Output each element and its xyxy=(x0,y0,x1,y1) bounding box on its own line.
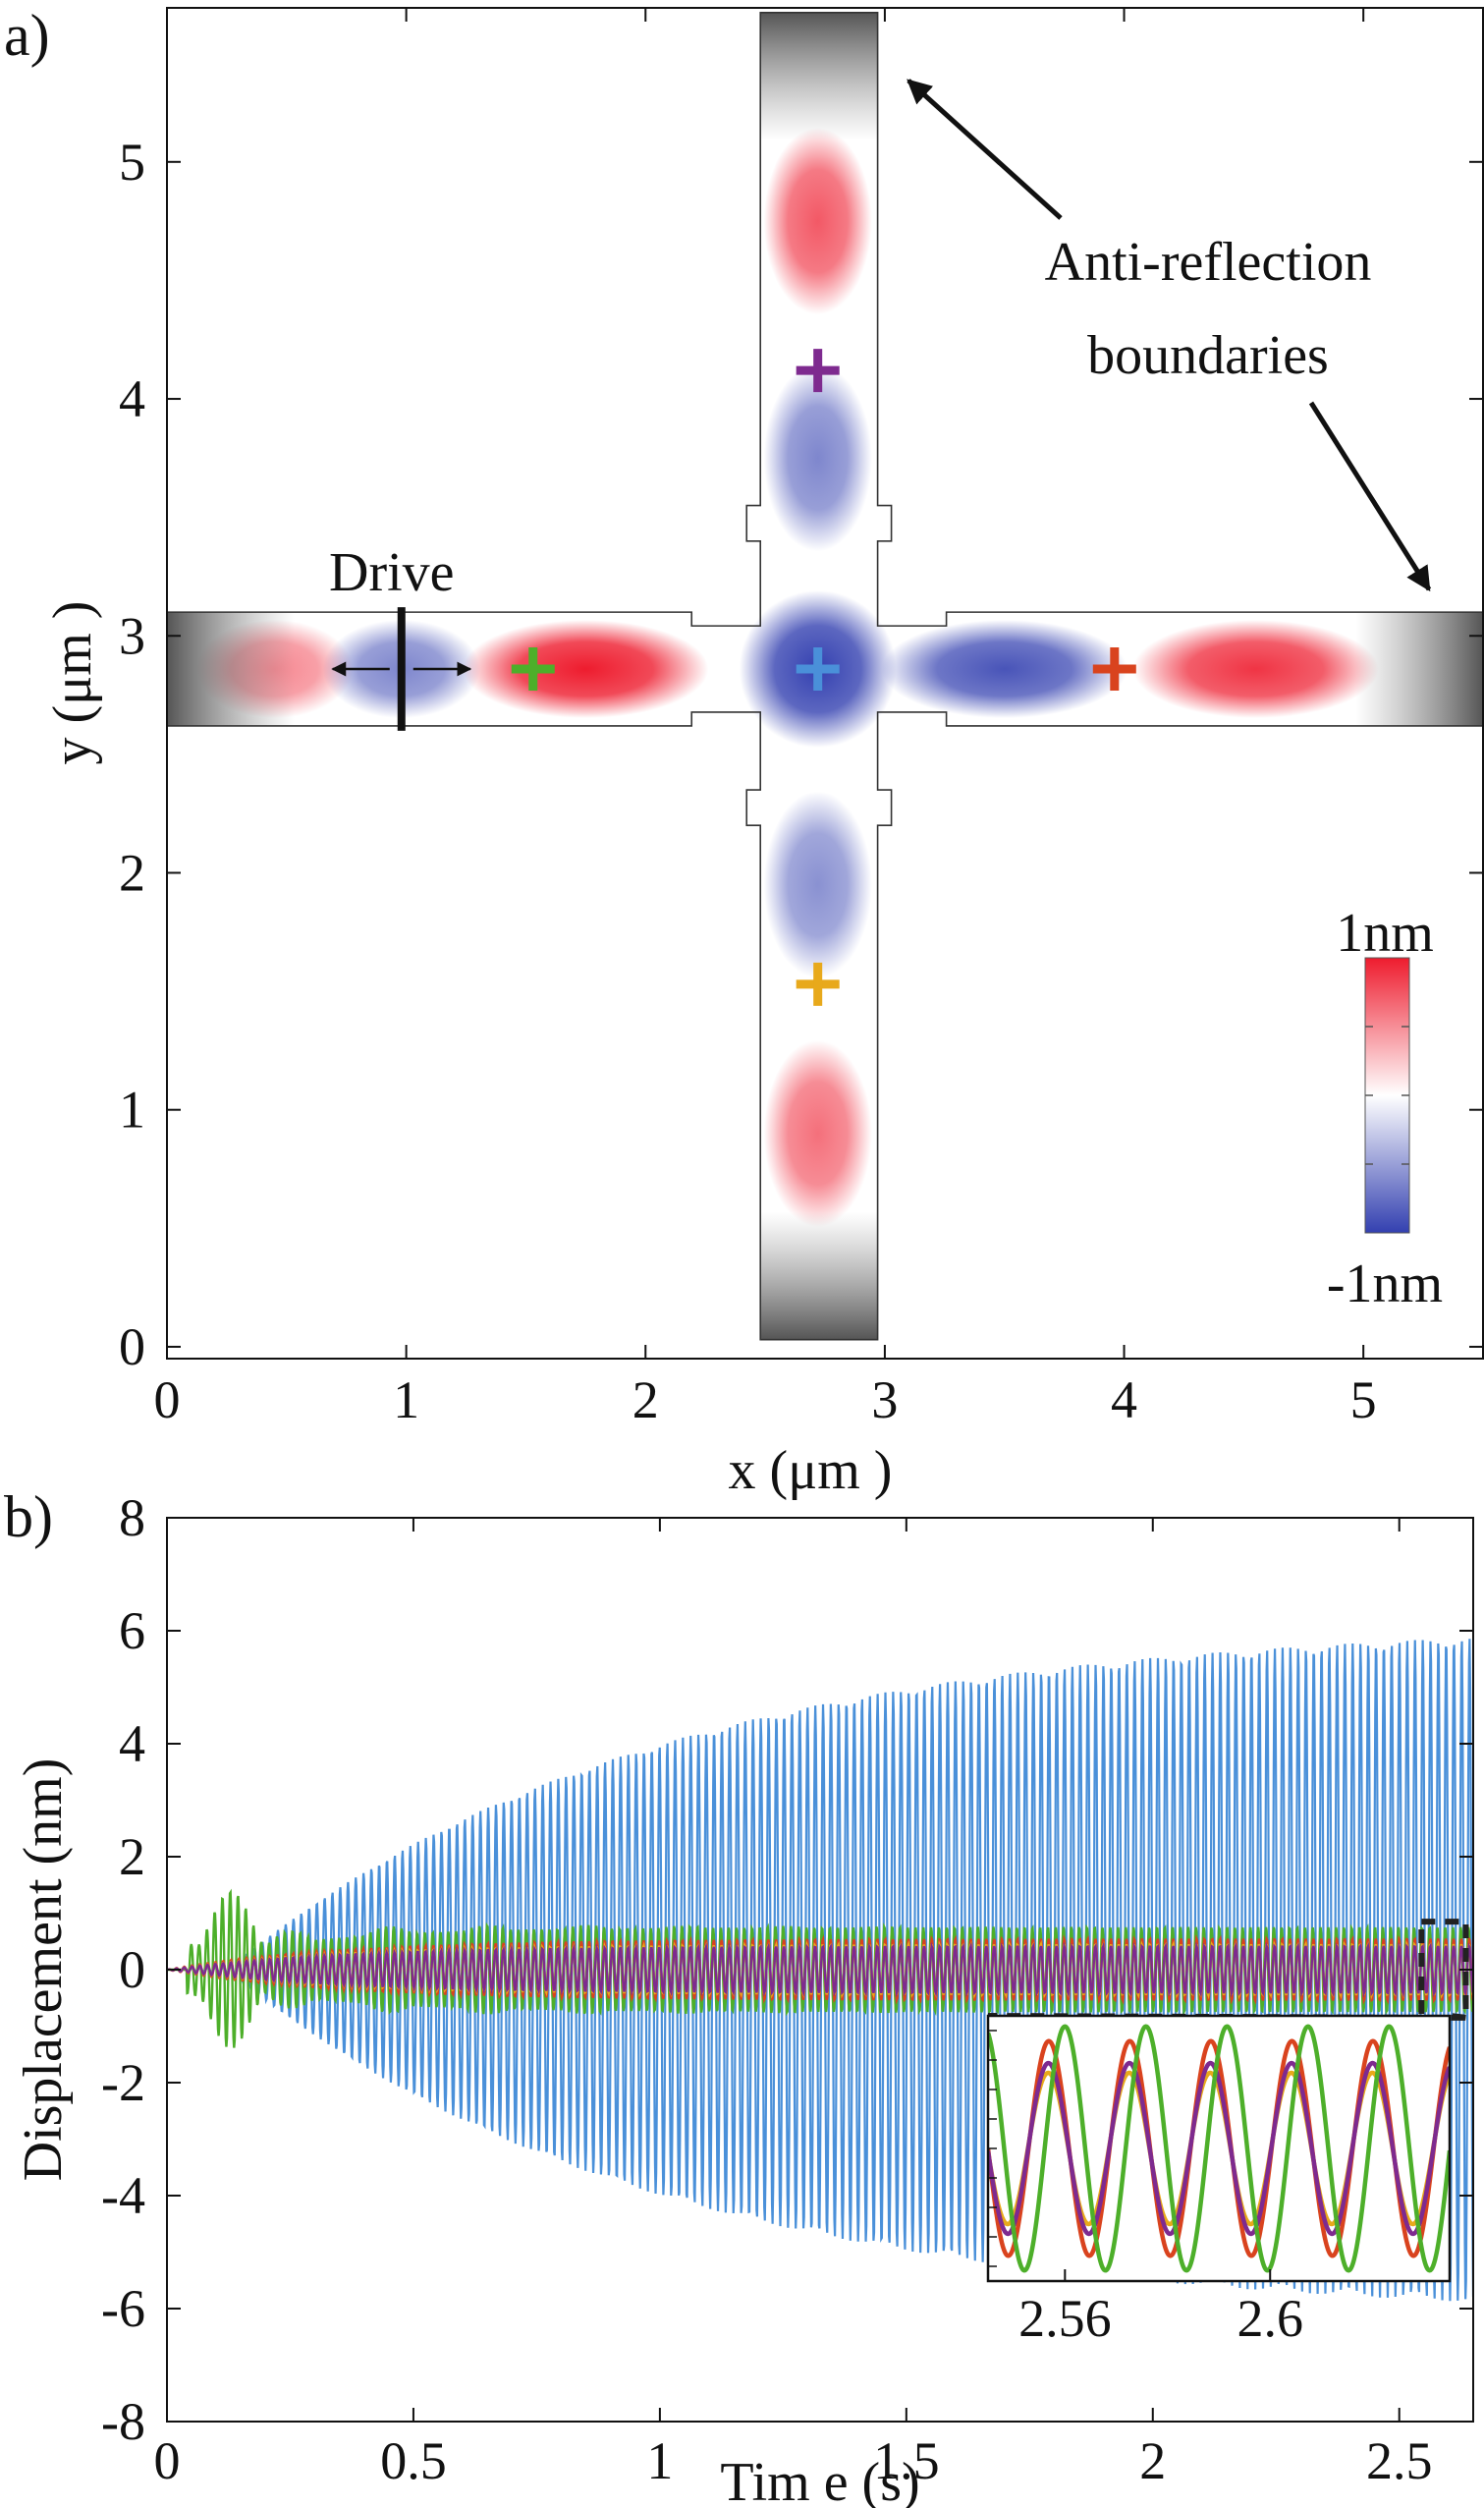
b-xtick-label-2: 1 xyxy=(646,2431,673,2490)
panel-b-ylabel: Displacement (nm) xyxy=(13,1758,74,2182)
colorbar-max-label: 1nm xyxy=(1336,903,1434,964)
annotation-arrow-top xyxy=(907,79,1063,220)
panel-a-letter: a) xyxy=(4,3,50,68)
a-ytick-label-4: 4 xyxy=(119,369,145,428)
panel-b-ticks: 0 0.5 1 1.5 2 2.5 -8 -6 -4 -2 0 2 4 6 8 xyxy=(101,1488,1473,2490)
b-xtick-label-0: 0 xyxy=(154,2431,181,2490)
inset-series-purple xyxy=(988,2060,1450,2237)
field-lobe-8 xyxy=(763,791,872,978)
b-ytick-label-1: -6 xyxy=(101,2279,145,2338)
field-lobe-6 xyxy=(763,128,872,315)
panel-a-ylabel: y (μm ) xyxy=(42,601,103,765)
panel-a-ticks: 0 1 2 3 4 5 0 1 2 3 4 5 xyxy=(119,8,1483,1429)
inset-xtick-label-0: 2.56 xyxy=(1018,2289,1112,2348)
probe-marker-2 xyxy=(1092,647,1136,692)
annotation-line-1: Anti-reflection xyxy=(1045,232,1372,293)
probe-markers xyxy=(511,349,1136,1006)
b-xtick-label-5: 2.5 xyxy=(1366,2431,1433,2490)
a-xtick-label-3: 3 xyxy=(871,1370,898,1429)
inset-series-green xyxy=(988,2024,1450,2273)
a-ytick-label-2: 2 xyxy=(119,843,145,902)
b-xtick-label-4: 2 xyxy=(1139,2431,1166,2490)
panel-a-frame xyxy=(166,7,1484,1360)
b-ytick-label-5: 2 xyxy=(119,1827,145,1886)
absorber-left xyxy=(167,612,295,726)
absorber-bottom xyxy=(760,1211,878,1340)
panel-b-letter: b) xyxy=(4,1484,53,1549)
field-map xyxy=(167,12,1483,1340)
absorber-top xyxy=(760,12,878,140)
field-lobe-7 xyxy=(763,364,872,552)
probe-marker-3 xyxy=(796,349,840,393)
absorber-right xyxy=(1355,612,1483,726)
b-ytick-label-8: 8 xyxy=(119,1488,145,1547)
a-ytick-label-1: 1 xyxy=(119,1081,145,1140)
colorbar-min-label: -1nm xyxy=(1327,1254,1443,1314)
b-ytick-label-0: -8 xyxy=(101,2392,145,2451)
b-ytick-label-6: 4 xyxy=(119,1714,145,1773)
annotation-line-2: boundaries xyxy=(1087,325,1329,386)
a-xtick-label-5: 5 xyxy=(1350,1370,1377,1429)
a-xtick-label-4: 4 xyxy=(1111,1370,1137,1429)
probe-marker-4 xyxy=(796,962,840,1006)
panel-b: 0 0.5 1 1.5 2 2.5 -8 -6 -4 -2 0 2 4 6 8 2.56 2.6 Tim e … xyxy=(13,1488,1474,2508)
drive-marker: Drive xyxy=(329,542,472,731)
field-lobe-2 xyxy=(463,620,709,719)
b-xtick-label-1: 0.5 xyxy=(380,2431,447,2490)
series-line-4 xyxy=(167,1941,1473,1998)
zoom-line-right xyxy=(1449,2013,1466,2021)
inset-plot: 2.56 2.6 xyxy=(986,2014,1452,2348)
a-ytick-label-5: 5 xyxy=(119,133,145,192)
a-ytick-label-0: 0 xyxy=(119,1317,145,1376)
inset-xtick-label-1: 2.6 xyxy=(1237,2289,1303,2348)
drive-label: Drive xyxy=(329,542,455,603)
colorbar: 1nm -1nm xyxy=(1327,903,1443,1314)
probe-marker-1 xyxy=(796,647,840,692)
b-xtick-label-3: 1.5 xyxy=(873,2431,940,2490)
panel-b-xlabel: Tim e (s) xyxy=(720,2452,919,2508)
a-xtick-label-2: 2 xyxy=(632,1370,659,1429)
a-xtick-label-0: 0 xyxy=(154,1370,181,1429)
probe-marker-0 xyxy=(511,647,555,692)
annotation-arrow-right xyxy=(1308,401,1432,592)
a-ytick-label-3: 3 xyxy=(119,606,145,665)
field-lobe-5 xyxy=(1132,620,1379,719)
field-lobe-4 xyxy=(881,620,1127,719)
field-lobe-9 xyxy=(763,1039,872,1227)
annotation: Anti-reflection boundaries xyxy=(907,79,1432,592)
panel-a-xlabel: x (μm ) xyxy=(729,1440,893,1501)
a-xtick-label-1: 1 xyxy=(393,1370,419,1429)
b-ytick-label-4: 0 xyxy=(119,1940,145,1999)
b-ytick-label-2: -4 xyxy=(101,2166,145,2225)
b-ytick-label-7: 6 xyxy=(119,1601,145,1660)
b-ytick-label-3: -2 xyxy=(101,2053,145,2112)
panel-a: Drive 0 1 2 3 4 5 0 1 2 3 4 5 1nm -1nm Anti-reflecti… xyxy=(42,7,1484,1501)
